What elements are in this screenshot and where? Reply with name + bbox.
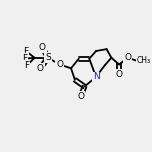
Text: F: F	[23, 47, 28, 55]
Text: N: N	[93, 73, 99, 81]
Text: O: O	[77, 92, 84, 101]
Text: F: F	[22, 54, 28, 63]
Text: O: O	[37, 64, 44, 73]
Text: O: O	[56, 60, 63, 69]
Text: O: O	[116, 70, 123, 79]
Text: O: O	[39, 43, 46, 52]
Text: O: O	[124, 53, 131, 62]
Text: O: O	[137, 56, 144, 65]
Text: CH₃: CH₃	[136, 56, 150, 65]
Text: S: S	[45, 53, 51, 62]
Text: F: F	[24, 61, 29, 70]
